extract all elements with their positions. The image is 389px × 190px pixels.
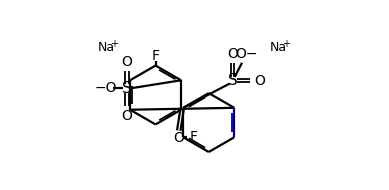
Text: F: F xyxy=(152,49,159,63)
Text: O−: O− xyxy=(235,47,258,61)
Text: +: + xyxy=(110,39,118,49)
Text: −O: −O xyxy=(94,81,117,95)
Text: O: O xyxy=(254,74,265,88)
Text: S: S xyxy=(122,81,132,96)
Text: F: F xyxy=(189,130,197,144)
Text: +: + xyxy=(282,39,290,49)
Text: O: O xyxy=(227,47,238,61)
Text: O: O xyxy=(122,55,133,69)
Text: Na: Na xyxy=(98,41,115,54)
Text: O: O xyxy=(173,131,184,145)
Text: Na: Na xyxy=(270,41,287,54)
Text: O: O xyxy=(122,108,133,123)
Text: S: S xyxy=(228,73,237,88)
